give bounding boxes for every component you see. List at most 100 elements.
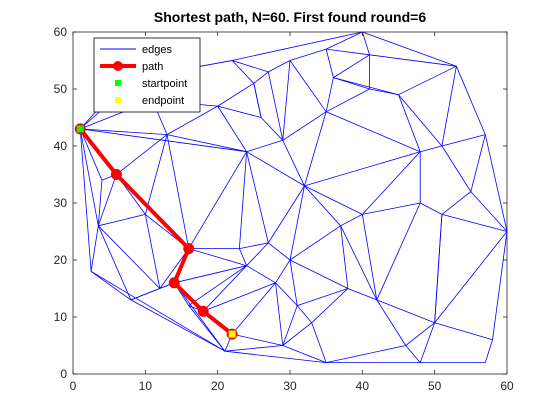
edge-line bbox=[304, 111, 327, 187]
edge-line bbox=[441, 134, 486, 147]
edge-line bbox=[260, 117, 284, 141]
endpoint-marker bbox=[228, 330, 236, 338]
edge-line bbox=[144, 134, 168, 215]
y-tick-label: 30 bbox=[54, 196, 68, 210]
edge-line bbox=[361, 31, 370, 55]
edge-line bbox=[398, 65, 457, 96]
edge-line bbox=[79, 128, 103, 181]
edge-line bbox=[326, 345, 406, 363]
edge-line bbox=[441, 145, 472, 192]
legend-path-marker bbox=[113, 61, 123, 71]
edge-line bbox=[246, 242, 269, 266]
edge-line bbox=[289, 259, 349, 289]
edge-line bbox=[441, 191, 472, 215]
edge-line bbox=[166, 134, 247, 153]
edge-line bbox=[282, 60, 291, 141]
edge-line bbox=[441, 214, 508, 232]
x-tick-label: 60 bbox=[500, 379, 514, 393]
edge-line bbox=[326, 111, 421, 153]
edge-line bbox=[116, 134, 168, 175]
edge-line bbox=[325, 88, 370, 113]
y-tick-label: 40 bbox=[54, 139, 68, 153]
edge-line bbox=[275, 282, 284, 346]
edge-line bbox=[297, 288, 348, 306]
edge-line bbox=[166, 134, 190, 249]
edge-line bbox=[434, 214, 443, 323]
edge-line bbox=[173, 282, 226, 352]
legend-box bbox=[93, 37, 201, 113]
edge-line bbox=[484, 339, 493, 363]
x-tick-label: 40 bbox=[356, 379, 370, 393]
x-tick-label: 20 bbox=[211, 379, 225, 393]
edge-line bbox=[246, 151, 305, 187]
edge-line bbox=[333, 77, 399, 96]
edge-line bbox=[455, 66, 486, 135]
x-tick-label: 50 bbox=[428, 379, 442, 393]
y-tick-label: 50 bbox=[54, 82, 68, 96]
path-point bbox=[197, 305, 209, 317]
edge-line bbox=[362, 151, 421, 215]
edge-line bbox=[232, 60, 269, 73]
edge-line bbox=[232, 333, 283, 346]
edge-line bbox=[484, 134, 508, 232]
edge-line bbox=[376, 202, 421, 301]
edge-line bbox=[79, 128, 92, 272]
edge-line bbox=[398, 94, 421, 152]
edge-line bbox=[282, 322, 312, 346]
edge-line bbox=[130, 299, 226, 352]
edge-line bbox=[405, 322, 435, 346]
axes-layer: 0 10 20 30 40 50 60 0 10 20 30 40 50 60 bbox=[54, 25, 514, 393]
edge-line bbox=[268, 242, 291, 261]
edge-line bbox=[188, 248, 247, 267]
edge-line bbox=[362, 31, 457, 67]
legend: edges path startpoint endpoint bbox=[93, 37, 201, 113]
edge-line bbox=[97, 180, 103, 226]
y-tick-label: 10 bbox=[54, 310, 68, 324]
edge-line bbox=[246, 265, 276, 284]
edge-line bbox=[434, 322, 493, 341]
edge-line bbox=[174, 265, 247, 284]
edge-line bbox=[340, 225, 378, 301]
edge-line bbox=[376, 299, 407, 346]
edge-line bbox=[188, 265, 247, 306]
edge-line bbox=[80, 128, 247, 153]
legend-endpoint-marker bbox=[115, 97, 121, 103]
edge-line bbox=[98, 214, 146, 227]
legend-endpoint-label: endpoint bbox=[142, 95, 184, 107]
edge-line bbox=[98, 225, 161, 289]
edge-line bbox=[275, 282, 298, 306]
chart-title: Shortest path, N=60. First found round=6 bbox=[154, 9, 426, 25]
edge-line bbox=[282, 305, 298, 346]
edge-line bbox=[166, 105, 218, 135]
edge-line bbox=[217, 82, 255, 107]
edge-line bbox=[361, 214, 378, 300]
edge-line bbox=[325, 49, 334, 78]
edge-line bbox=[325, 31, 363, 50]
edge-line bbox=[369, 54, 457, 67]
edge-line bbox=[144, 214, 161, 289]
edge-line bbox=[246, 139, 283, 153]
path-point bbox=[168, 277, 180, 289]
edge-line bbox=[470, 134, 486, 192]
edge-line bbox=[333, 54, 370, 78]
edge-line bbox=[97, 225, 132, 301]
y-tick-label: 20 bbox=[54, 253, 68, 267]
edge-line bbox=[340, 214, 363, 227]
startpoint-marker bbox=[76, 125, 84, 133]
legend-startpoint-label: startpoint bbox=[142, 78, 187, 90]
edge-line bbox=[90, 271, 132, 301]
x-tick-label: 0 bbox=[70, 379, 77, 393]
edge-line bbox=[325, 77, 334, 112]
edge-line bbox=[267, 71, 284, 141]
edge-line bbox=[405, 345, 421, 363]
edge-line bbox=[275, 259, 291, 284]
edge-line bbox=[304, 185, 341, 227]
edges-layer bbox=[79, 31, 508, 364]
edge-line bbox=[282, 140, 305, 187]
edge-line bbox=[232, 31, 363, 61]
edge-line bbox=[246, 151, 269, 243]
legend-path-label: path bbox=[142, 61, 163, 73]
edge-line bbox=[202, 265, 247, 312]
edge-line bbox=[224, 345, 283, 352]
